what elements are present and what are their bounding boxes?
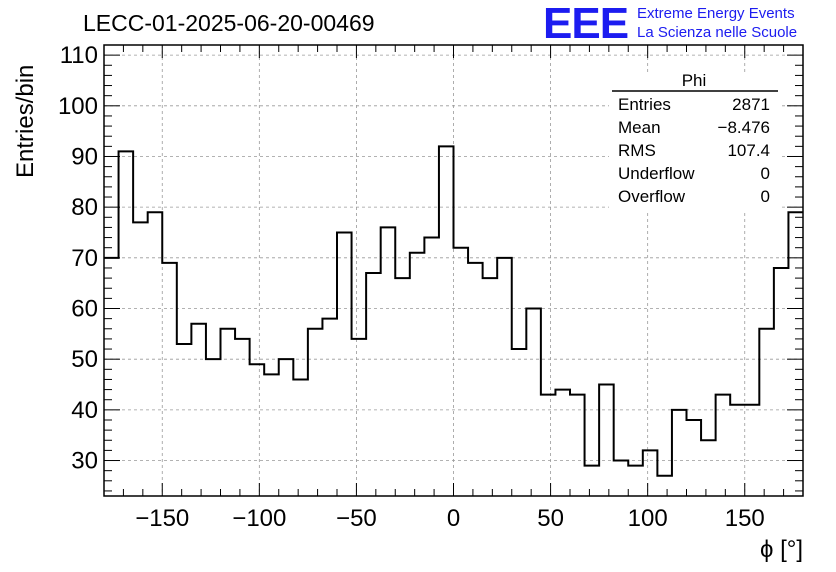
- histogram-bin: [381, 227, 396, 496]
- histogram-bin: [279, 359, 294, 496]
- histogram-bin: [119, 151, 134, 496]
- histogram-bin: [454, 248, 469, 496]
- histogram-bin: [526, 309, 541, 496]
- x-tick-label: 50: [537, 505, 564, 532]
- stats-box: Phi Entries 2871 Mean −8.476 RMS 107.4 Underfl…: [609, 71, 779, 212]
- histogram-bin: [774, 268, 789, 496]
- run-title: LECC-01-2025-06-20-00469: [83, 10, 375, 36]
- histogram-bars: [104, 145, 803, 496]
- y-tick-label: 50: [71, 346, 98, 373]
- histogram-bin: [468, 263, 483, 496]
- eee-logo: EEE: [543, 0, 629, 48]
- y-tick-label: 30: [71, 448, 98, 475]
- histogram-bin: [322, 319, 337, 496]
- histogram-bin: [424, 238, 439, 496]
- histogram-bin: [497, 258, 512, 496]
- histogram-bin: [250, 364, 265, 496]
- histogram-bin: [410, 253, 425, 496]
- y-tick-label: 70: [71, 245, 98, 272]
- stats-row-value: −8.476: [718, 118, 770, 137]
- y-axis-label: Entries/bin: [12, 65, 39, 178]
- histogram-bin: [788, 212, 803, 496]
- histogram-bin: [395, 278, 410, 496]
- y-tick-label: 100: [58, 93, 98, 120]
- histogram-bin: [483, 278, 498, 496]
- x-tick-label: 0: [447, 505, 460, 532]
- x-tick-label: −150: [135, 505, 189, 532]
- stats-row-label: Mean: [618, 118, 661, 137]
- y-tick-label: 60: [71, 296, 98, 323]
- histogram-bin: [293, 379, 308, 496]
- histogram-bin: [308, 329, 323, 496]
- y-tick-label: 90: [71, 143, 98, 170]
- stats-row-label: Entries: [618, 95, 671, 114]
- histogram-bin: [177, 344, 192, 496]
- histogram-bin: [366, 273, 381, 496]
- histogram-bin: [439, 146, 454, 496]
- histogram-bin: [599, 385, 614, 496]
- x-axis-label: ϕ [°]: [760, 536, 803, 563]
- histogram-bin: [672, 410, 687, 496]
- x-tick-label: −50: [336, 505, 377, 532]
- histogram-bin: [614, 461, 629, 496]
- histogram-bin: [235, 339, 250, 496]
- histogram-bin: [745, 405, 760, 496]
- histogram-bin: [759, 329, 774, 496]
- stats-row-value: 0: [761, 164, 770, 183]
- stats-box-title: Phi: [682, 71, 707, 90]
- x-tick-label: −100: [232, 505, 286, 532]
- y-tick-label: 110: [60, 42, 98, 69]
- histogram-bin: [657, 476, 672, 496]
- histogram-bin: [687, 420, 702, 496]
- org-slogan-line: La Scienza nelle Scuole: [637, 24, 798, 41]
- histogram-bin: [585, 466, 600, 496]
- histogram-bin: [512, 349, 527, 496]
- y-tick-label: 80: [71, 194, 98, 221]
- histogram-bin: [162, 263, 177, 496]
- y-tick-label: 40: [71, 397, 98, 424]
- stats-row-value: 0: [761, 187, 770, 206]
- stats-row-label: RMS: [618, 141, 656, 160]
- histogram-outline: [104, 145, 803, 477]
- histogram-bin: [206, 359, 221, 496]
- stats-row-value: 107.4: [727, 141, 770, 160]
- histogram-bin: [555, 390, 570, 496]
- org-name-line: Extreme Energy Events: [637, 5, 795, 22]
- histogram-bin: [352, 339, 367, 496]
- histogram-bin: [730, 405, 745, 496]
- histogram-bin: [221, 329, 236, 496]
- histogram-bin: [264, 374, 279, 496]
- histogram-bin: [628, 466, 643, 496]
- stats-row-label: Underflow: [618, 164, 695, 183]
- histogram-bin: [148, 212, 163, 496]
- stats-row-label: Overflow: [618, 187, 686, 206]
- x-tick-label: 150: [725, 505, 765, 532]
- axis-ticks: −150 −100 −50 0 50 100 150 30 40 50 60 70 80 90 100 110: [58, 42, 804, 532]
- histogram-bin: [643, 450, 658, 496]
- stats-row-value: 2871: [732, 95, 770, 114]
- histogram-bin: [701, 440, 716, 496]
- histogram-bin: [191, 324, 206, 496]
- histogram-bin: [337, 232, 352, 496]
- x-tick-label: 100: [628, 505, 668, 532]
